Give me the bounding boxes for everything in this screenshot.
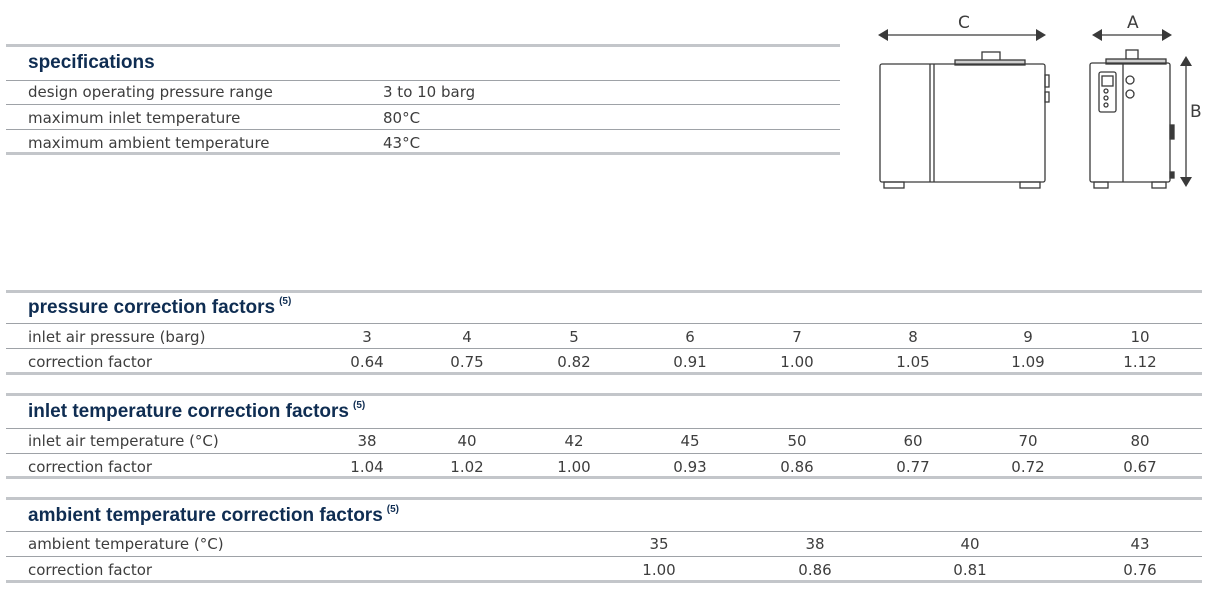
inlet-temperature-value: 38 <box>357 432 377 450</box>
footnote-marker: (5) <box>279 296 292 307</box>
correction-value: 1.05 <box>896 353 930 371</box>
pressure-correction-heading: pressure correction factors (5) <box>28 296 292 319</box>
dimension-arrow-a <box>1092 29 1172 41</box>
correction-value: 0.86 <box>798 561 832 579</box>
inlet-temperature-value: 60 <box>903 432 923 450</box>
correction-value: 0.81 <box>953 561 987 579</box>
ambient-temperature-value: 40 <box>960 535 980 553</box>
correction-value: 1.00 <box>557 458 591 476</box>
dimension-label-b: B <box>1190 102 1202 122</box>
dimension-arrow-c <box>878 29 1046 41</box>
divider <box>6 80 840 81</box>
divider <box>6 497 1202 500</box>
correction-value: 0.75 <box>450 353 484 371</box>
dimension-label-c: C <box>958 13 970 33</box>
divider <box>6 453 1202 454</box>
inlet-temperature-value: 80 <box>1130 432 1150 450</box>
correction-value: 0.77 <box>896 458 930 476</box>
ambient-temperature-heading: ambient temperature correction factors (5… <box>28 504 399 527</box>
spec-value-pressure-range: 3 to 10 barg <box>383 83 476 101</box>
correction-value: 1.04 <box>350 458 384 476</box>
correction-value: 1.09 <box>1011 353 1045 371</box>
correction-factor-label: correction factor <box>28 458 153 476</box>
divider <box>6 104 840 105</box>
pressure-value: 7 <box>792 328 802 346</box>
divider <box>6 44 840 47</box>
footnote-marker: (5) <box>352 400 366 411</box>
divider <box>6 152 840 155</box>
dryer-side-view <box>879 51 1050 189</box>
correction-value: 0.91 <box>673 353 707 371</box>
pressure-value: 10 <box>1130 328 1150 346</box>
divider <box>6 129 840 130</box>
divider <box>6 348 1202 349</box>
correction-value: 0.86 <box>780 458 814 476</box>
inlet-temperature-value: 42 <box>564 432 584 450</box>
inlet-temperature-value: 45 <box>680 432 700 450</box>
pressure-value: 6 <box>685 328 695 346</box>
pressure-value: 9 <box>1023 328 1033 346</box>
divider <box>6 372 1202 375</box>
divider <box>6 531 1202 532</box>
divider <box>6 290 1202 293</box>
correction-value: 0.72 <box>1011 458 1045 476</box>
correction-value: 1.02 <box>450 458 484 476</box>
spec-label-ambient-temp: maximum ambient temperature <box>28 134 270 152</box>
correction-factor-label: correction factor <box>28 561 153 579</box>
inlet-temperature-heading: inlet temperature correction factors (5) <box>28 400 366 423</box>
ambient-temperature-value: 35 <box>649 535 669 553</box>
section-title: pressure correction factors <box>28 297 276 318</box>
ambient-temperature-value: 38 <box>805 535 825 553</box>
divider <box>6 556 1202 557</box>
correction-value: 1.12 <box>1123 353 1157 371</box>
correction-value: 0.64 <box>350 353 384 371</box>
pressure-value: 5 <box>569 328 579 346</box>
ambient-temperature-value: 43 <box>1130 535 1150 553</box>
spec-label-inlet-temp: maximum inlet temperature <box>28 109 241 127</box>
dimension-label-a: A <box>1127 13 1139 33</box>
dimension-arrow-b <box>1180 56 1192 187</box>
correction-value: 1.00 <box>642 561 676 579</box>
pressure-value: 8 <box>908 328 918 346</box>
spec-value-ambient-temp: 43°C <box>383 134 421 152</box>
correction-value: 0.82 <box>557 353 591 371</box>
divider <box>6 476 1202 479</box>
ambient-temperature-row-label: ambient temperature (°C) <box>28 535 224 553</box>
pressure-value: 3 <box>362 328 372 346</box>
correction-value: 0.76 <box>1123 561 1157 579</box>
spec-value-inlet-temp: 80°C <box>383 109 421 127</box>
dryer-drawing <box>878 29 1192 189</box>
inlet-temperature-value: 70 <box>1018 432 1038 450</box>
correction-factor-label: correction factor <box>28 353 153 371</box>
inlet-temperature-value: 40 <box>457 432 477 450</box>
dryer-front-view <box>1089 49 1175 189</box>
footnote-marker: (5) <box>386 504 399 515</box>
specifications-heading: specifications <box>28 52 155 73</box>
inlet-temperature-row-label: inlet air temperature (°C) <box>28 432 219 450</box>
correction-value: 0.93 <box>673 458 707 476</box>
divider <box>6 323 1202 324</box>
pressure-row-label: inlet air pressure (barg) <box>28 328 206 346</box>
correction-value: 0.67 <box>1123 458 1157 476</box>
pressure-value: 4 <box>462 328 472 346</box>
section-title: ambient temperature correction factors <box>28 505 383 526</box>
section-title: inlet temperature correction factors <box>28 401 349 422</box>
divider <box>6 580 1202 583</box>
spec-label-pressure-range: design operating pressure range <box>28 83 273 101</box>
inlet-temperature-value: 50 <box>787 432 807 450</box>
divider <box>6 393 1202 396</box>
correction-value: 1.00 <box>780 353 814 371</box>
divider <box>6 428 1202 429</box>
